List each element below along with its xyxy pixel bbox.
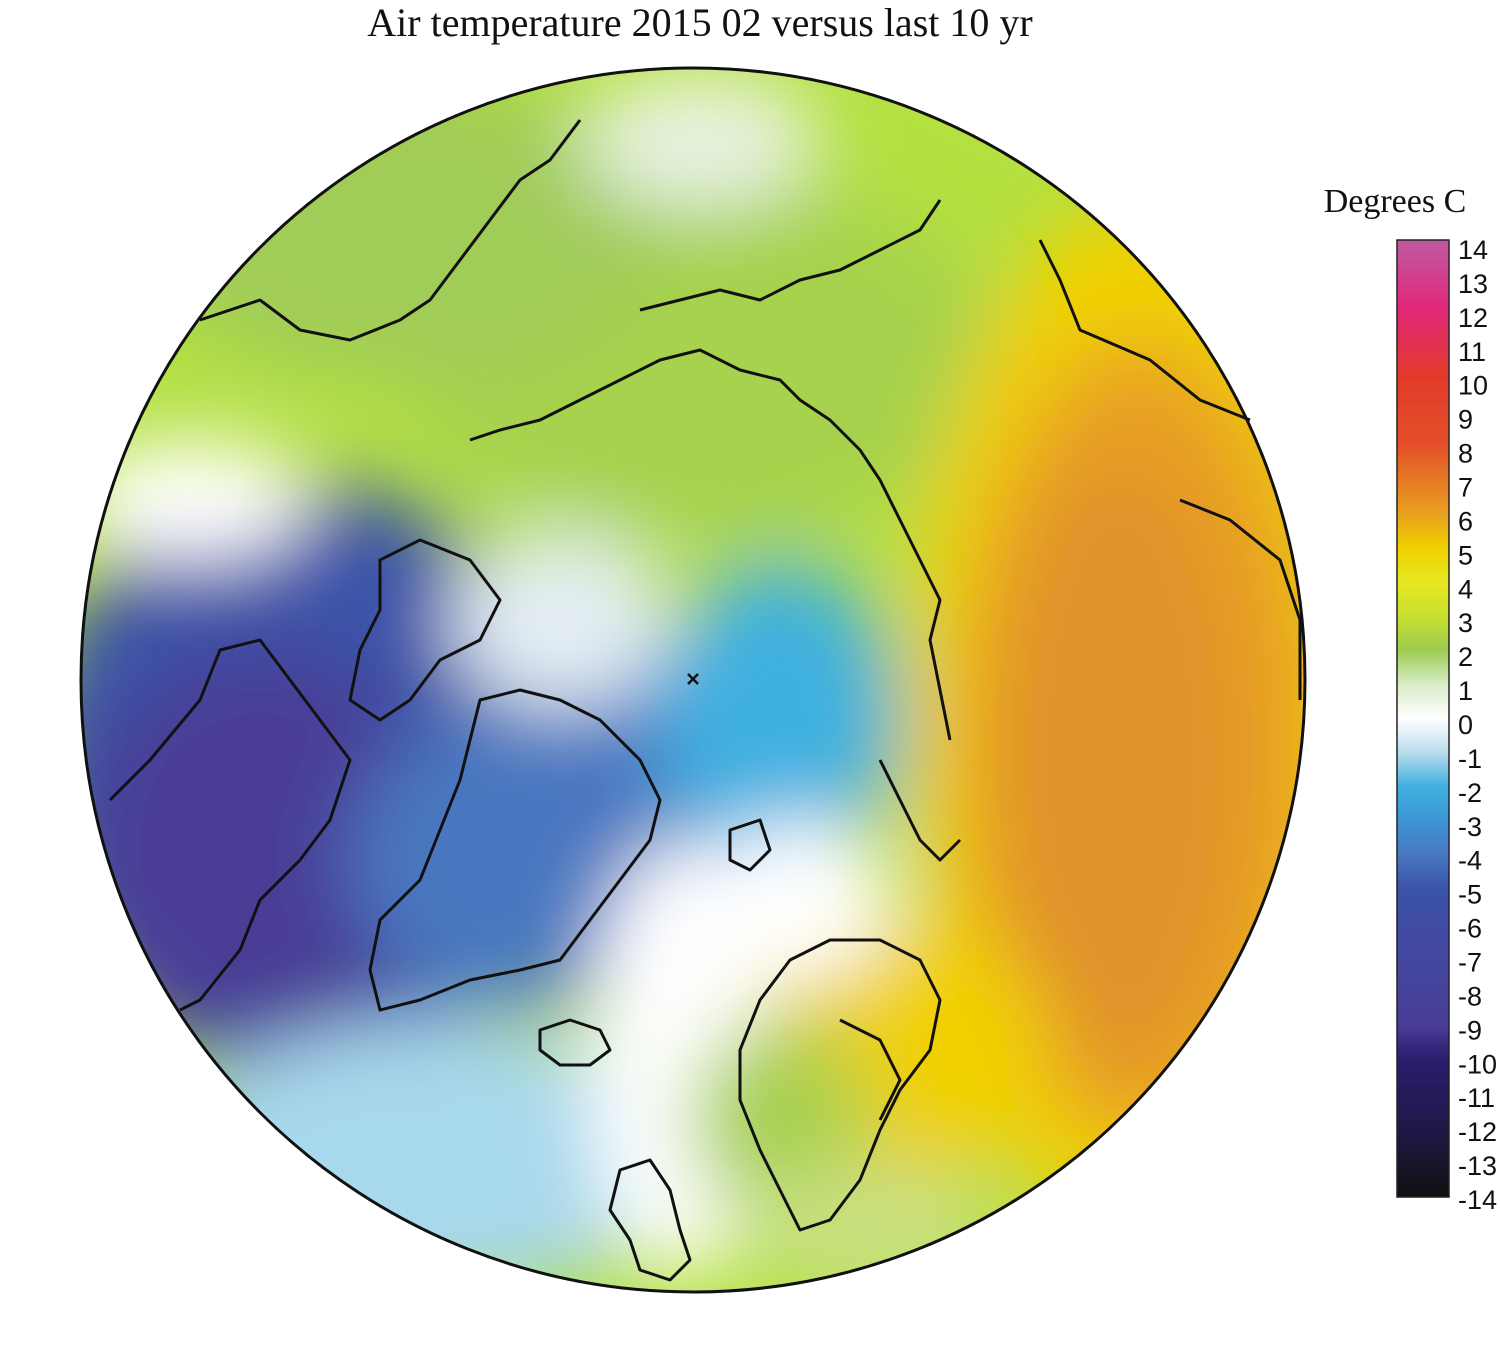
legend-tick-label: 4 xyxy=(1458,574,1473,604)
color-legend: 14131211109876543210-1-2-3-4-5-6-7-8-9-1… xyxy=(1396,235,1497,1215)
coastlines xyxy=(108,119,1302,1282)
finland-coast xyxy=(839,1018,902,1121)
legend-tick-label: -8 xyxy=(1458,981,1482,1011)
legend-tick-label: 7 xyxy=(1458,473,1473,503)
iceland-coast xyxy=(538,1018,612,1067)
temperature-anomaly-field xyxy=(81,68,1305,1292)
russia-north-coast xyxy=(639,199,942,312)
legend-tick-label: 3 xyxy=(1458,608,1473,638)
legend-tick-label: 13 xyxy=(1458,269,1488,299)
novaya-zemlya-coast xyxy=(878,759,962,862)
british-isles-coast xyxy=(608,1158,692,1282)
x-icon xyxy=(687,673,699,685)
legend-tick-label: -6 xyxy=(1458,914,1482,944)
legend-tick-label: 0 xyxy=(1458,710,1473,740)
alaska-coast xyxy=(199,119,582,342)
legend-tick-label: 1 xyxy=(1458,676,1473,706)
greenland-coast xyxy=(368,688,662,1012)
scandinavia-coast xyxy=(738,938,942,1232)
legend-tick-label: -2 xyxy=(1458,778,1482,808)
legend-tick-label: -7 xyxy=(1458,948,1482,978)
map-boundary xyxy=(79,66,1307,1294)
kamchatka-coast xyxy=(1038,239,1251,422)
legend-tick-label: -5 xyxy=(1458,880,1482,910)
legend-tick-label: -3 xyxy=(1458,812,1482,842)
legend-title: Degrees C xyxy=(1323,183,1467,220)
legend-tick-label: 12 xyxy=(1458,303,1488,333)
legend-ticks: 14131211109876543210-1-2-3-4-5-6-7-8-9-1… xyxy=(1458,235,1497,1215)
legend-tick-label: -14 xyxy=(1458,1185,1497,1215)
legend-tick-label: 10 xyxy=(1458,371,1488,401)
legend-tick-label: -4 xyxy=(1458,846,1482,876)
siberia-coast xyxy=(469,348,952,741)
legend-tick-label: 8 xyxy=(1458,439,1473,469)
canadian-archipelago-coast xyxy=(348,538,502,722)
map-title: Air temperature 2015 02 versus last 10 y… xyxy=(367,0,1033,45)
legend-tick-label: 6 xyxy=(1458,506,1473,536)
north-america-coast xyxy=(108,638,352,1012)
legend-tick-label: -11 xyxy=(1458,1083,1495,1113)
legend-tick-label: -10 xyxy=(1458,1049,1497,1079)
legend-tick-label: 9 xyxy=(1458,405,1473,435)
legend-tick-label: 2 xyxy=(1458,642,1473,672)
legend-tick-label: 11 xyxy=(1458,337,1486,367)
legend-tick-label: -1 xyxy=(1458,744,1482,774)
legend-tick-label: 14 xyxy=(1458,235,1488,265)
svalbard-coast xyxy=(728,818,772,872)
legend-tick-label: -9 xyxy=(1458,1015,1482,1045)
legend-colorbar xyxy=(1396,239,1450,1198)
legend-tick-label: -13 xyxy=(1458,1151,1497,1181)
legend-tick-label: 5 xyxy=(1458,540,1473,570)
europe-east-coast xyxy=(1179,498,1302,700)
legend-tick-label: -12 xyxy=(1458,1117,1497,1147)
